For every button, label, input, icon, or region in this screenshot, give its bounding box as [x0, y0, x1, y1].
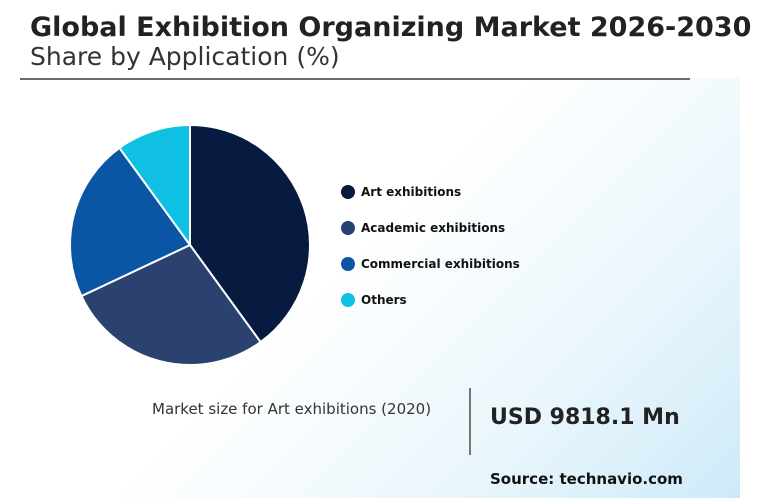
source-label: Source: technavio.com	[490, 470, 683, 488]
legend-label: Academic exhibitions	[361, 221, 506, 235]
legend-marker	[341, 257, 355, 271]
pie-slice-others	[118, 123, 191, 249]
legend-marker	[341, 185, 355, 199]
legend-label: Commercial exhibitions	[361, 257, 520, 271]
legend-marker	[341, 221, 355, 235]
legend-marker	[341, 293, 355, 307]
legend-item: Art exhibitions	[341, 174, 520, 210]
pie-slice-academic-exhibitions	[80, 243, 262, 366]
market-size-divider	[469, 388, 471, 455]
chart-subtitle: Share by Application (%)	[30, 42, 340, 71]
legend-item: Others	[341, 282, 520, 318]
title-divider	[20, 78, 690, 80]
market-size-value: USD 9818.1 Mn	[490, 405, 680, 430]
legend-item: Commercial exhibitions	[341, 246, 520, 282]
pie-slice-commercial-exhibitions	[69, 146, 192, 298]
chart-title: Global Exhibition Organizing Market 2026…	[30, 12, 752, 43]
pie-slice-art-exhibitions	[189, 123, 311, 344]
pie-chart	[69, 123, 311, 366]
chart-legend: Art exhibitions Academic exhibitions Comme…	[341, 174, 520, 318]
market-size-label: Market size for Art exhibitions (2020)	[152, 400, 432, 418]
legend-label: Art exhibitions	[361, 185, 462, 199]
legend-label: Others	[361, 293, 407, 307]
legend-item: Academic exhibitions	[341, 210, 520, 246]
